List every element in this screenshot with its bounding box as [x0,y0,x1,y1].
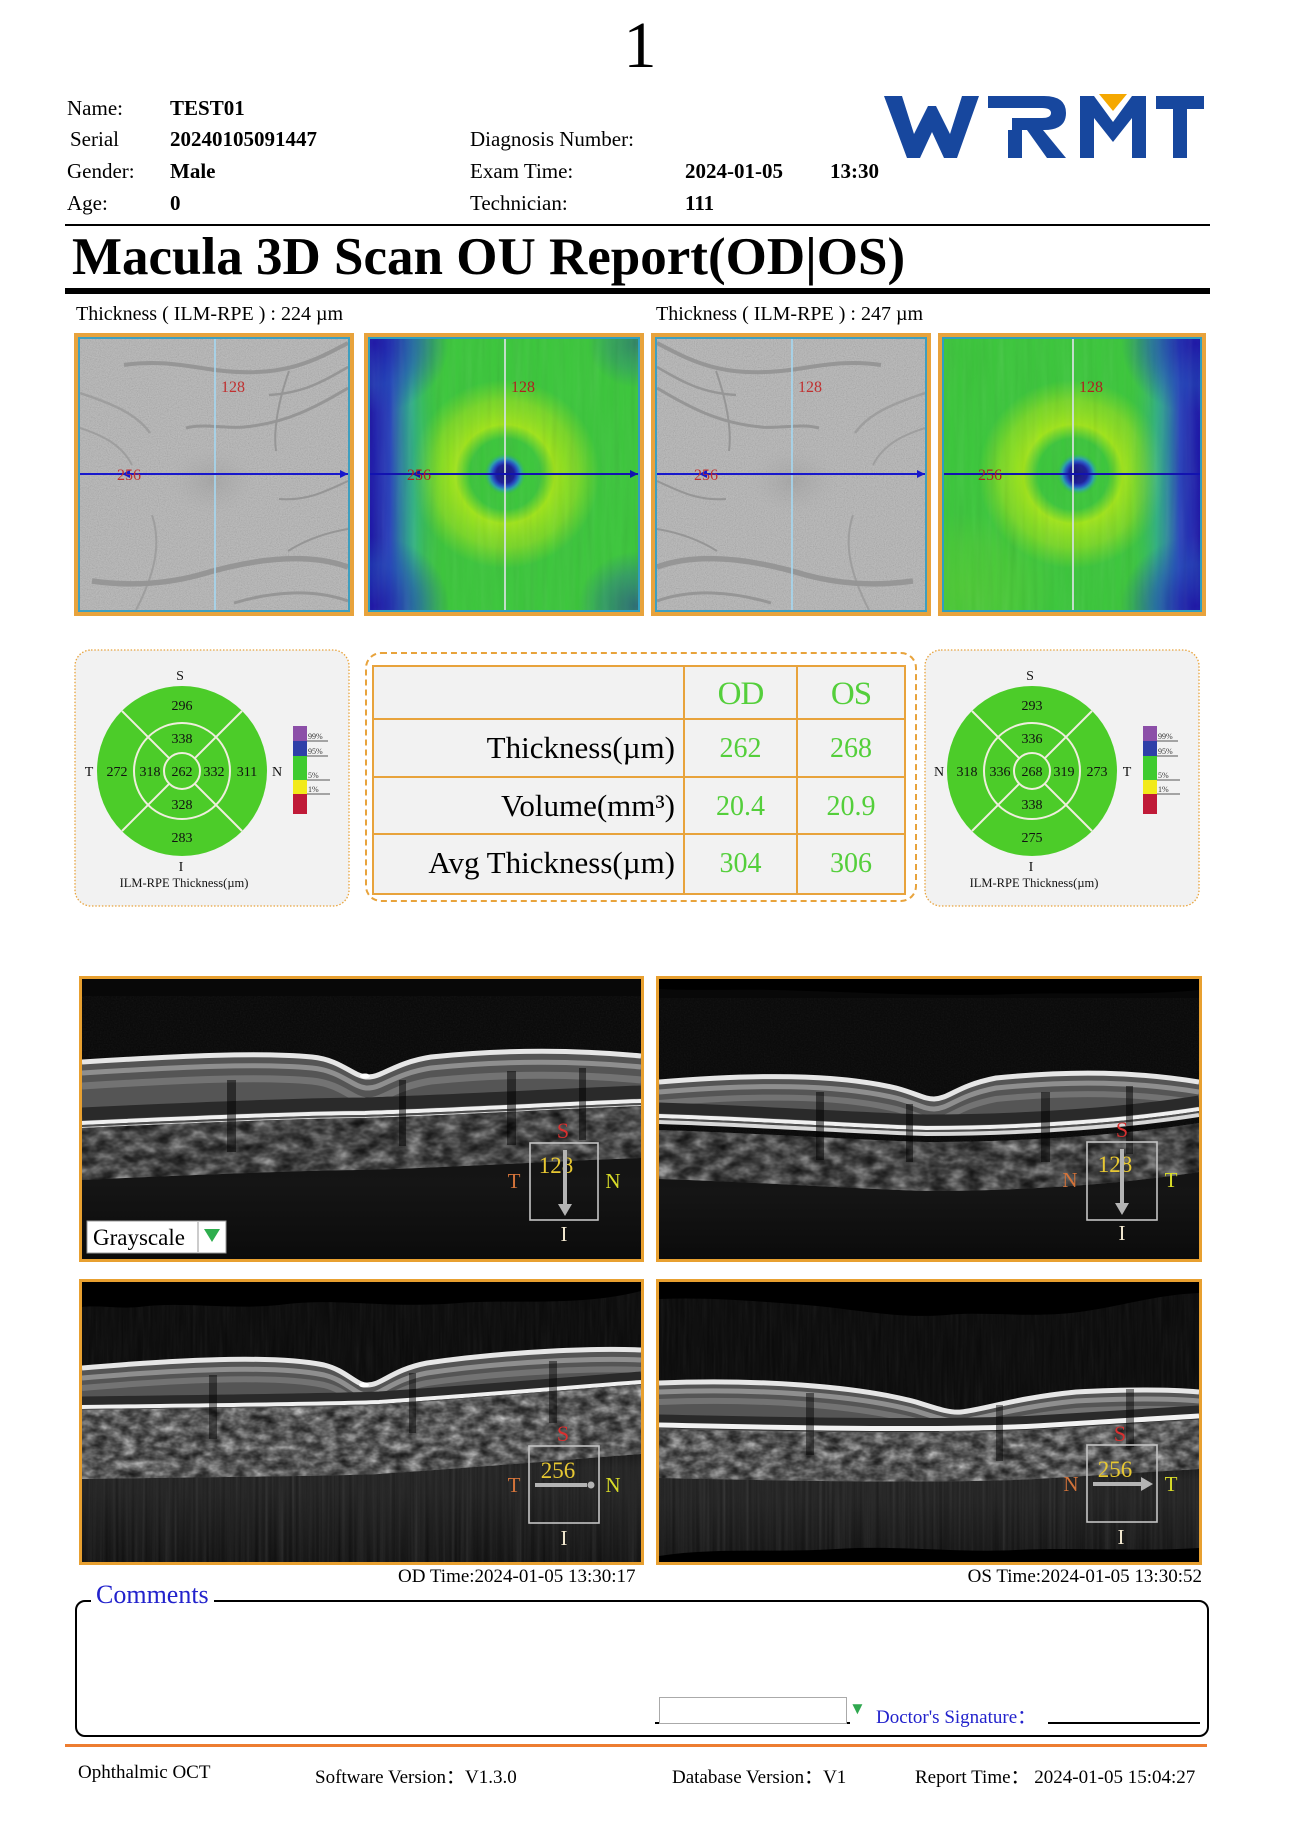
svg-text:128: 128 [511,379,535,396]
svg-text:I: I [561,1222,568,1246]
svg-text:5%: 5% [308,771,319,780]
svg-text:I: I [179,860,184,875]
svg-text:N: N [605,1473,620,1497]
svg-text:I: I [561,1526,568,1550]
svg-text:ILM-RPE Thickness(µm): ILM-RPE Thickness(µm) [970,876,1099,890]
svg-text:272: 272 [107,765,128,780]
svg-text:1%: 1% [1158,785,1169,794]
svg-text:N: N [934,765,944,780]
svg-text:S: S [1116,1117,1128,1142]
svg-text:256: 256 [694,467,718,484]
svg-text:262: 262 [172,765,193,780]
svg-text:N: N [1063,1472,1078,1496]
svg-text:N: N [605,1169,620,1193]
svg-text:Grayscale: Grayscale [93,1225,185,1250]
svg-text:338: 338 [172,732,193,747]
svg-text:256: 256 [541,1458,576,1483]
svg-text:N: N [1062,1168,1077,1192]
svg-text:99%: 99% [1158,732,1173,741]
svg-text:273: 273 [1087,765,1108,780]
svg-text:T: T [508,1169,521,1193]
svg-text:95%: 95% [1158,747,1173,756]
svg-text:268: 268 [1022,765,1043,780]
svg-text:336: 336 [1022,732,1043,747]
svg-text:293: 293 [1022,699,1043,714]
svg-text:S: S [176,669,184,684]
svg-text:I: I [1118,1525,1125,1549]
svg-text:328: 328 [172,798,193,813]
svg-text:T: T [1123,765,1132,780]
svg-text:318: 318 [140,765,161,780]
svg-text:311: 311 [237,765,257,780]
svg-text:128: 128 [539,1153,574,1178]
svg-text:256: 256 [407,467,431,484]
svg-text:128: 128 [1079,379,1103,396]
svg-text:283: 283 [172,831,193,846]
svg-text:5%: 5% [1158,771,1169,780]
svg-text:256: 256 [1098,1457,1133,1482]
svg-text:T: T [85,765,94,780]
svg-text:I: I [1119,1221,1126,1245]
svg-text:128: 128 [1098,1152,1133,1177]
svg-text:1%: 1% [308,785,319,794]
svg-text:ILM-RPE Thickness(µm): ILM-RPE Thickness(µm) [120,876,249,890]
svg-text:336: 336 [990,765,1011,780]
svg-text:275: 275 [1022,831,1043,846]
svg-text:296: 296 [172,699,193,714]
svg-text:S: S [1026,669,1034,684]
svg-text:T: T [1165,1472,1178,1496]
svg-text:T: T [508,1473,521,1497]
svg-text:99%: 99% [308,732,323,741]
svg-text:319: 319 [1054,765,1075,780]
svg-text:S: S [557,1118,569,1143]
svg-text:338: 338 [1022,798,1043,813]
svg-text:128: 128 [221,379,245,396]
svg-text:I: I [1029,860,1034,875]
svg-text:128: 128 [798,379,822,396]
svg-text:T: T [1165,1168,1178,1192]
svg-text:S: S [557,1421,569,1446]
svg-text:S: S [1114,1421,1126,1446]
svg-text:N: N [272,765,282,780]
svg-text:256: 256 [117,467,141,484]
svg-text:256: 256 [978,467,1002,484]
svg-text:95%: 95% [308,747,323,756]
svg-text:318: 318 [957,765,978,780]
svg-text:332: 332 [204,765,225,780]
